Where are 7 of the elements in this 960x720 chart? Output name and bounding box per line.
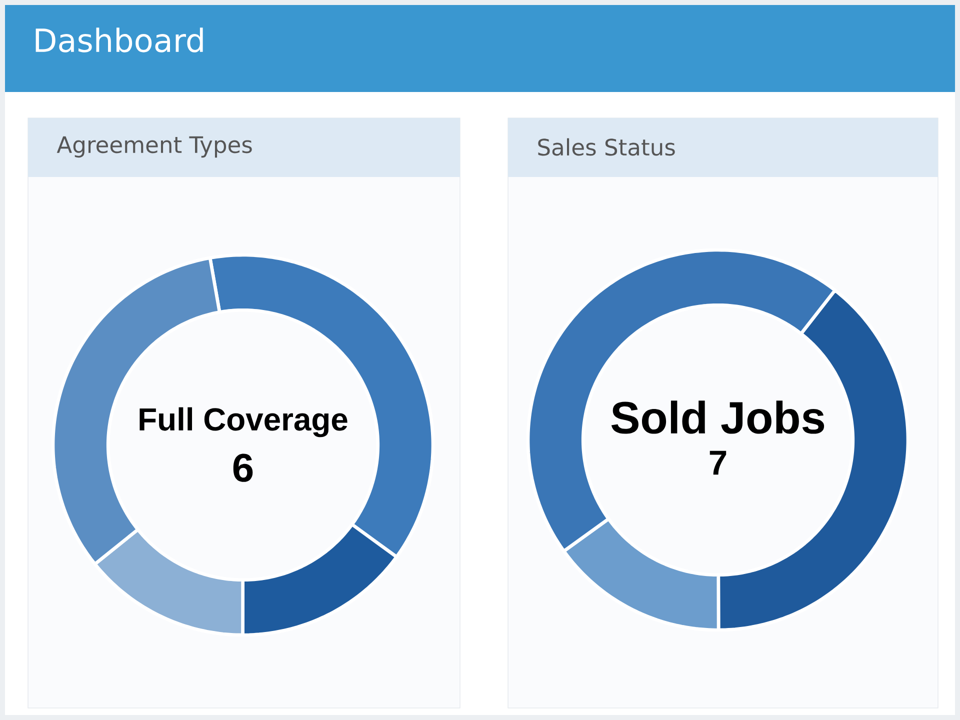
- text: Sold Jobs: [611, 400, 824, 434]
- text: Dashboard: [36, 28, 203, 52]
- text: 7: [710, 450, 726, 475]
- text: 6: [233, 454, 253, 482]
- chart-title: Agreement Types: [56, 136, 252, 158]
- chart-title: Sales Status: [538, 138, 675, 156]
- text: Full Coverage: [140, 407, 348, 438]
